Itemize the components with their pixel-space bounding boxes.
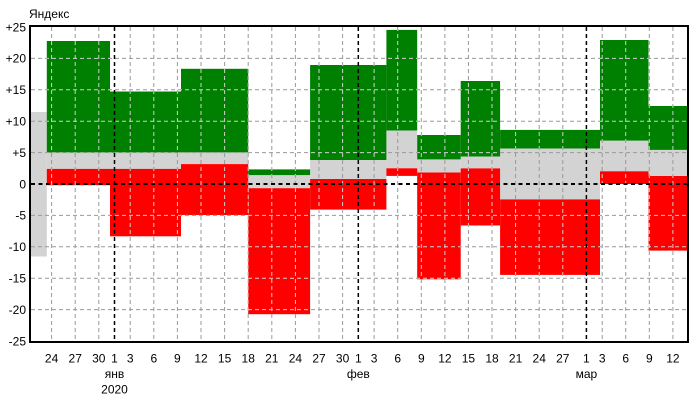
svg-text:24: 24 <box>289 352 303 366</box>
svg-text:3: 3 <box>371 352 378 366</box>
svg-text:1: 1 <box>583 352 590 366</box>
svg-text:мар: мар <box>576 367 598 381</box>
svg-text:-5: -5 <box>15 209 26 223</box>
svg-text:-20: -20 <box>9 303 27 317</box>
svg-text:24: 24 <box>533 352 547 366</box>
svg-text:-15: -15 <box>9 272 27 286</box>
svg-text:-25: -25 <box>9 334 27 348</box>
svg-text:0: 0 <box>19 177 26 191</box>
svg-text:21: 21 <box>265 352 279 366</box>
svg-text:+25: +25 <box>6 20 27 34</box>
svg-text:фев: фев <box>347 367 370 381</box>
svg-text:+10: +10 <box>6 115 27 129</box>
svg-text:27: 27 <box>69 352 83 366</box>
svg-text:24: 24 <box>45 352 59 366</box>
svg-text:15: 15 <box>218 352 232 366</box>
svg-text:6: 6 <box>622 352 629 366</box>
svg-text:1: 1 <box>111 352 118 366</box>
svg-text:12: 12 <box>194 352 208 366</box>
svg-text:9: 9 <box>646 352 653 366</box>
svg-text:Яндекс: Яндекс <box>29 7 69 21</box>
svg-text:+20: +20 <box>6 52 27 66</box>
svg-text:27: 27 <box>556 352 570 366</box>
svg-text:6: 6 <box>150 352 157 366</box>
svg-text:9: 9 <box>418 352 425 366</box>
svg-text:3: 3 <box>599 352 606 366</box>
svg-text:30: 30 <box>92 352 106 366</box>
svg-text:21: 21 <box>509 352 523 366</box>
svg-text:9: 9 <box>174 352 181 366</box>
svg-text:-10: -10 <box>9 240 27 254</box>
svg-text:27: 27 <box>312 352 326 366</box>
svg-text:+15: +15 <box>6 83 27 97</box>
svg-text:3: 3 <box>127 352 134 366</box>
svg-text:2020: 2020 <box>101 383 128 397</box>
svg-text:1: 1 <box>355 352 362 366</box>
svg-text:15: 15 <box>462 352 476 366</box>
svg-text:18: 18 <box>242 352 256 366</box>
svg-text:12: 12 <box>666 352 680 366</box>
svg-text:18: 18 <box>485 352 499 366</box>
svg-text:6: 6 <box>394 352 401 366</box>
svg-text:30: 30 <box>336 352 350 366</box>
svg-text:+5: +5 <box>12 146 26 160</box>
svg-text:12: 12 <box>438 352 452 366</box>
svg-text:янв: янв <box>105 367 125 381</box>
